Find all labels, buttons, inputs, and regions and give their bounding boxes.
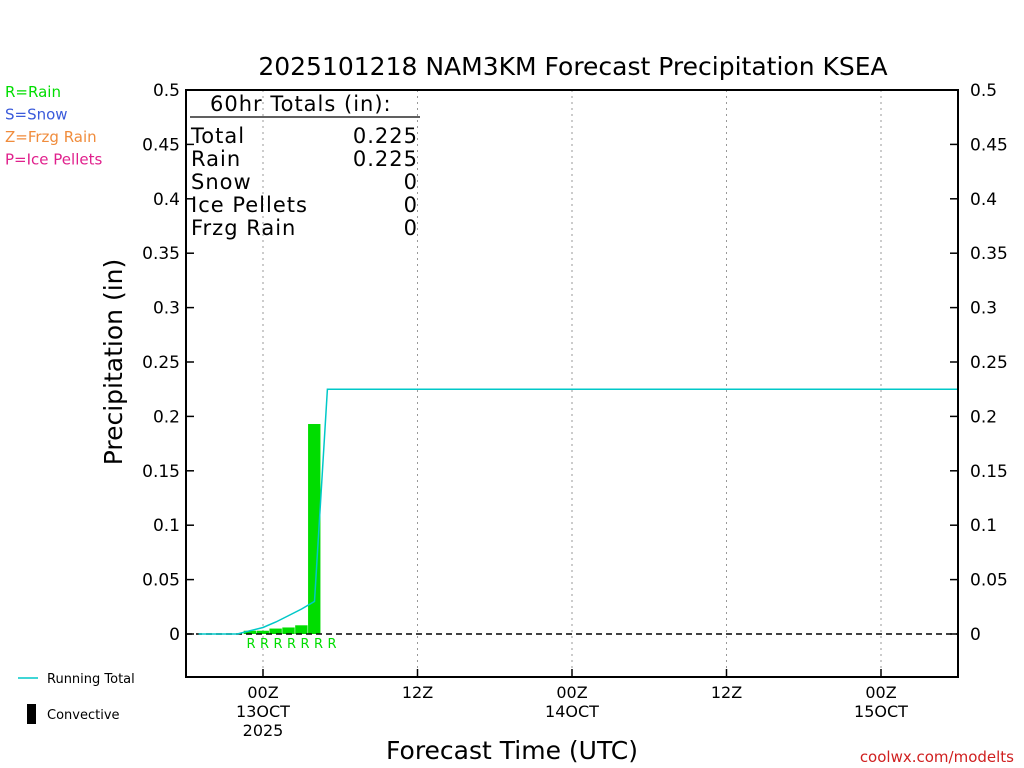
type-legend-item-3: P=Ice Pellets: [5, 151, 102, 169]
type-legend-item-0: R=Rain: [5, 83, 61, 101]
x-axis-label: Forecast Time (UTC): [386, 736, 638, 765]
legend-label-1: Convective: [47, 708, 120, 723]
x-tick-label-4-0: 00Z: [865, 683, 896, 702]
legend-label-0: Running Total: [47, 672, 135, 687]
x-tick-label-4-1: 15OCT: [854, 702, 908, 721]
y-tick-label-right-8: 0.4: [970, 190, 997, 210]
rain-type-label-4: R: [300, 637, 309, 652]
rain-bar-2: [269, 628, 282, 634]
y-tick-label-left-8: 0.4: [153, 190, 180, 210]
rain-type-label-5: R: [314, 637, 323, 652]
totals-value-2: 0: [404, 170, 418, 194]
chart-legend: Running Total Convective: [18, 672, 135, 724]
totals-value-3: 0: [404, 193, 418, 217]
y-tick-label-right-0: 0: [970, 625, 981, 645]
x-tick-label-0-1: 13OCT: [236, 702, 290, 721]
rain-type-label-2: R: [273, 637, 282, 652]
legend-swatch-bar-1: [27, 704, 36, 724]
totals-label-2: Snow: [191, 170, 252, 194]
type-legend-item-2: Z=Frzg Rain: [5, 128, 97, 146]
credit-text: coolwx.com/modelts: [860, 748, 1014, 766]
y-tick-label-right-5: 0.25: [970, 353, 1008, 373]
totals-label-3: Ice Pellets: [191, 193, 308, 217]
rain-type-label-1: R: [260, 637, 269, 652]
y-tick-label-left-6: 0.3: [153, 299, 180, 319]
x-tick-label-1-0: 12Z: [402, 683, 433, 702]
x-tick-label-0-2: 2025: [243, 721, 284, 740]
y-tick-label-right-4: 0.2: [970, 407, 997, 427]
y-axis-label: Precipitation (in): [99, 259, 128, 466]
y-tick-label-left-1: 0.05: [142, 571, 180, 591]
x-tick-label-3-0: 12Z: [711, 683, 742, 702]
totals-value-0: 0.225: [353, 124, 418, 148]
y-tick-label-right-10: 0.5: [970, 81, 997, 101]
y-axis-left: 0 0.05 0.1 0.15 0.2 0.25 0.3 0.35 0.4 0.45 0.5: [142, 81, 194, 645]
y-tick-label-left-10: 0.5: [153, 81, 180, 101]
y-tick-label-right-3: 0.15: [970, 462, 1008, 482]
rain-type-label-6: R: [327, 637, 336, 652]
y-tick-label-left-9: 0.45: [142, 135, 180, 155]
rain-bar-0: [243, 630, 257, 634]
totals-heading: 60hr Totals (in):: [210, 92, 392, 116]
totals-value-1: 0.225: [353, 147, 418, 171]
y-tick-label-right-7: 0.35: [970, 244, 1008, 264]
y-tick-label-right-6: 0.3: [970, 299, 997, 319]
y-tick-label-left-7: 0.35: [142, 244, 180, 264]
y-axis-right: 0 0.05 0.1 0.15 0.2 0.25 0.3 0.35 0.4 0.45 0.5: [950, 81, 1008, 645]
totals-label-0: Total: [190, 124, 245, 148]
y-tick-label-left-0: 0: [169, 625, 180, 645]
rain-bar-4: [295, 625, 308, 634]
precip-type-legend: R=Rain S=Snow Z=Frzg Rain P=Ice Pellets: [5, 83, 102, 169]
x-tick-label-0-0: 00Z: [247, 683, 278, 702]
rain-type-label-0: R: [246, 637, 255, 652]
rain-bar-5: [308, 424, 321, 634]
rain-bars: [243, 424, 321, 634]
y-tick-label-right-1: 0.05: [970, 571, 1008, 591]
y-tick-label-left-2: 0.1: [153, 516, 180, 536]
totals-label-1: Rain: [191, 147, 241, 171]
rain-type-label-3: R: [287, 637, 296, 652]
totals-box: 60hr Totals (in): Total 0.225 Rain 0.225 Snow…: [190, 92, 420, 240]
y-tick-label-left-4: 0.2: [153, 407, 180, 427]
type-legend-item-1: S=Snow: [5, 106, 68, 124]
rain-bar-1: [256, 630, 269, 634]
totals-value-4: 0: [404, 216, 418, 240]
x-tick-label-2-0: 00Z: [556, 683, 587, 702]
x-tick-label-2-1: 14OCT: [545, 702, 599, 721]
y-tick-label-left-5: 0.25: [142, 353, 180, 373]
totals-label-4: Frzg Rain: [191, 216, 296, 240]
y-tick-label-right-9: 0.45: [970, 135, 1008, 155]
chart-title: 2025101218 NAM3KM Forecast Precipitation…: [258, 52, 887, 81]
grid-lines: [262, 90, 882, 677]
y-tick-label-left-3: 0.15: [142, 462, 180, 482]
y-tick-label-right-2: 0.1: [970, 516, 997, 536]
rain-bar-3: [282, 627, 295, 634]
running-total-line: [198, 388, 958, 635]
